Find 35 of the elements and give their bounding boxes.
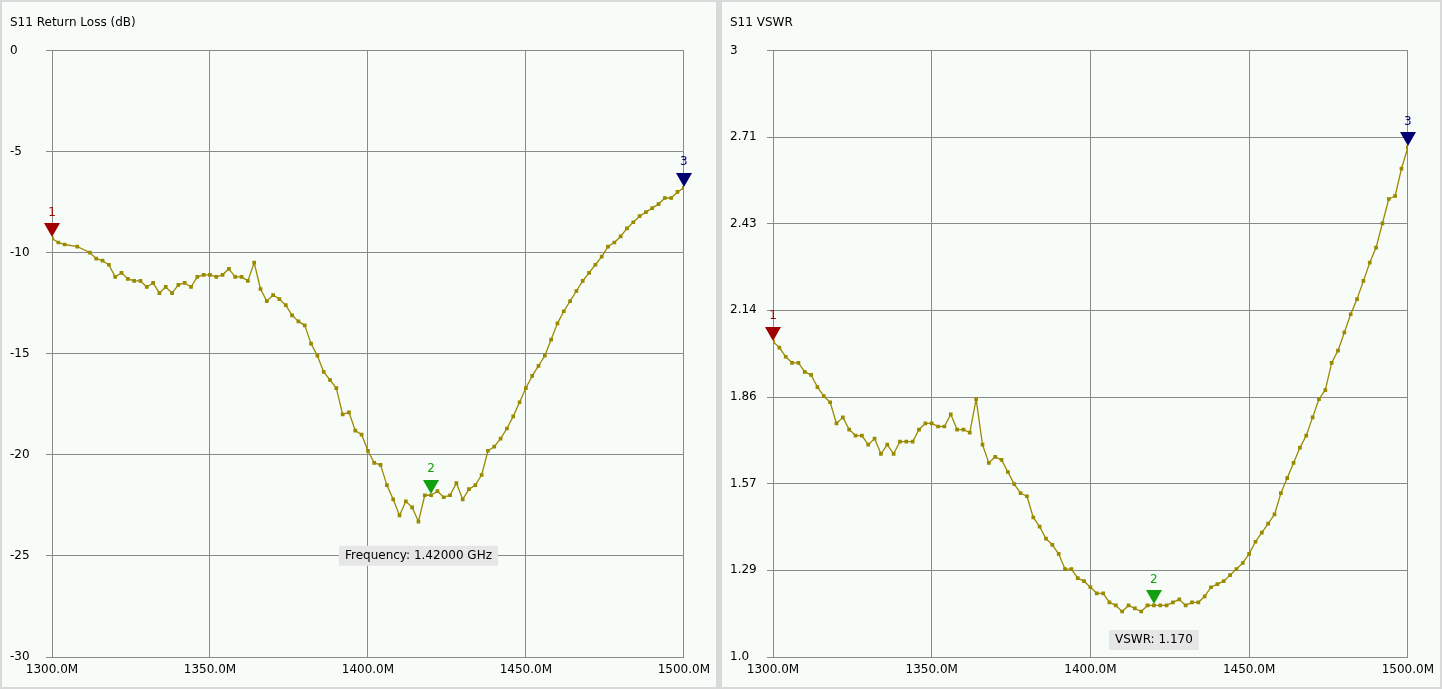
y-tick-label: 0 <box>10 42 18 57</box>
x-tick-label: 1450.0M <box>499 662 553 677</box>
x-tick-label: 1350.0M <box>183 662 237 677</box>
chart-title: S11 Return Loss (dB) <box>10 15 136 30</box>
x-tick-label: 1400.0M <box>341 662 395 677</box>
y-tick-label: -20 <box>10 446 30 461</box>
y-tick-label: 3 <box>730 42 738 57</box>
annotation: 2 <box>1150 571 1158 586</box>
chart-title: S11 VSWR <box>730 15 793 30</box>
annotation: 2 <box>427 461 435 476</box>
annotation: 3 <box>1404 113 1412 128</box>
y-tick-label: 2.71 <box>730 129 757 144</box>
y-tick-label: -15 <box>10 345 30 360</box>
x-tick-label: 1450.0M <box>1222 662 1276 677</box>
y-tick-label: -5 <box>10 143 22 158</box>
x-tick-label: 1400.0M <box>1064 662 1117 677</box>
x-tick-label: 1300.0M <box>25 662 79 677</box>
annotation: 1 <box>769 307 777 322</box>
y-tick-label: -25 <box>10 548 30 563</box>
y-tick-label: -10 <box>10 244 30 259</box>
annotation: 3 <box>680 154 688 169</box>
y-tick-label: 1.29 <box>730 562 757 577</box>
y-tick-label: 1.86 <box>730 389 757 404</box>
y-tick-label: 2.14 <box>730 302 757 317</box>
y-tick-label: 1.57 <box>730 475 757 490</box>
annotation: Frequency: 1.42000 GHz <box>344 547 492 562</box>
x-tick-label: 1500.0M <box>657 662 710 677</box>
annotation: VSWR: 1.170 <box>1114 632 1193 647</box>
y-tick-label: 1.0 <box>730 649 750 664</box>
x-tick-label: 1500.0M <box>1381 662 1434 677</box>
y-tick-label: -30 <box>10 649 30 664</box>
y-tick-label: 2.43 <box>730 215 757 230</box>
x-tick-label: 1300.0M <box>746 662 800 677</box>
x-tick-label: 1350.0M <box>905 662 958 677</box>
annotation: 1 <box>48 204 56 219</box>
